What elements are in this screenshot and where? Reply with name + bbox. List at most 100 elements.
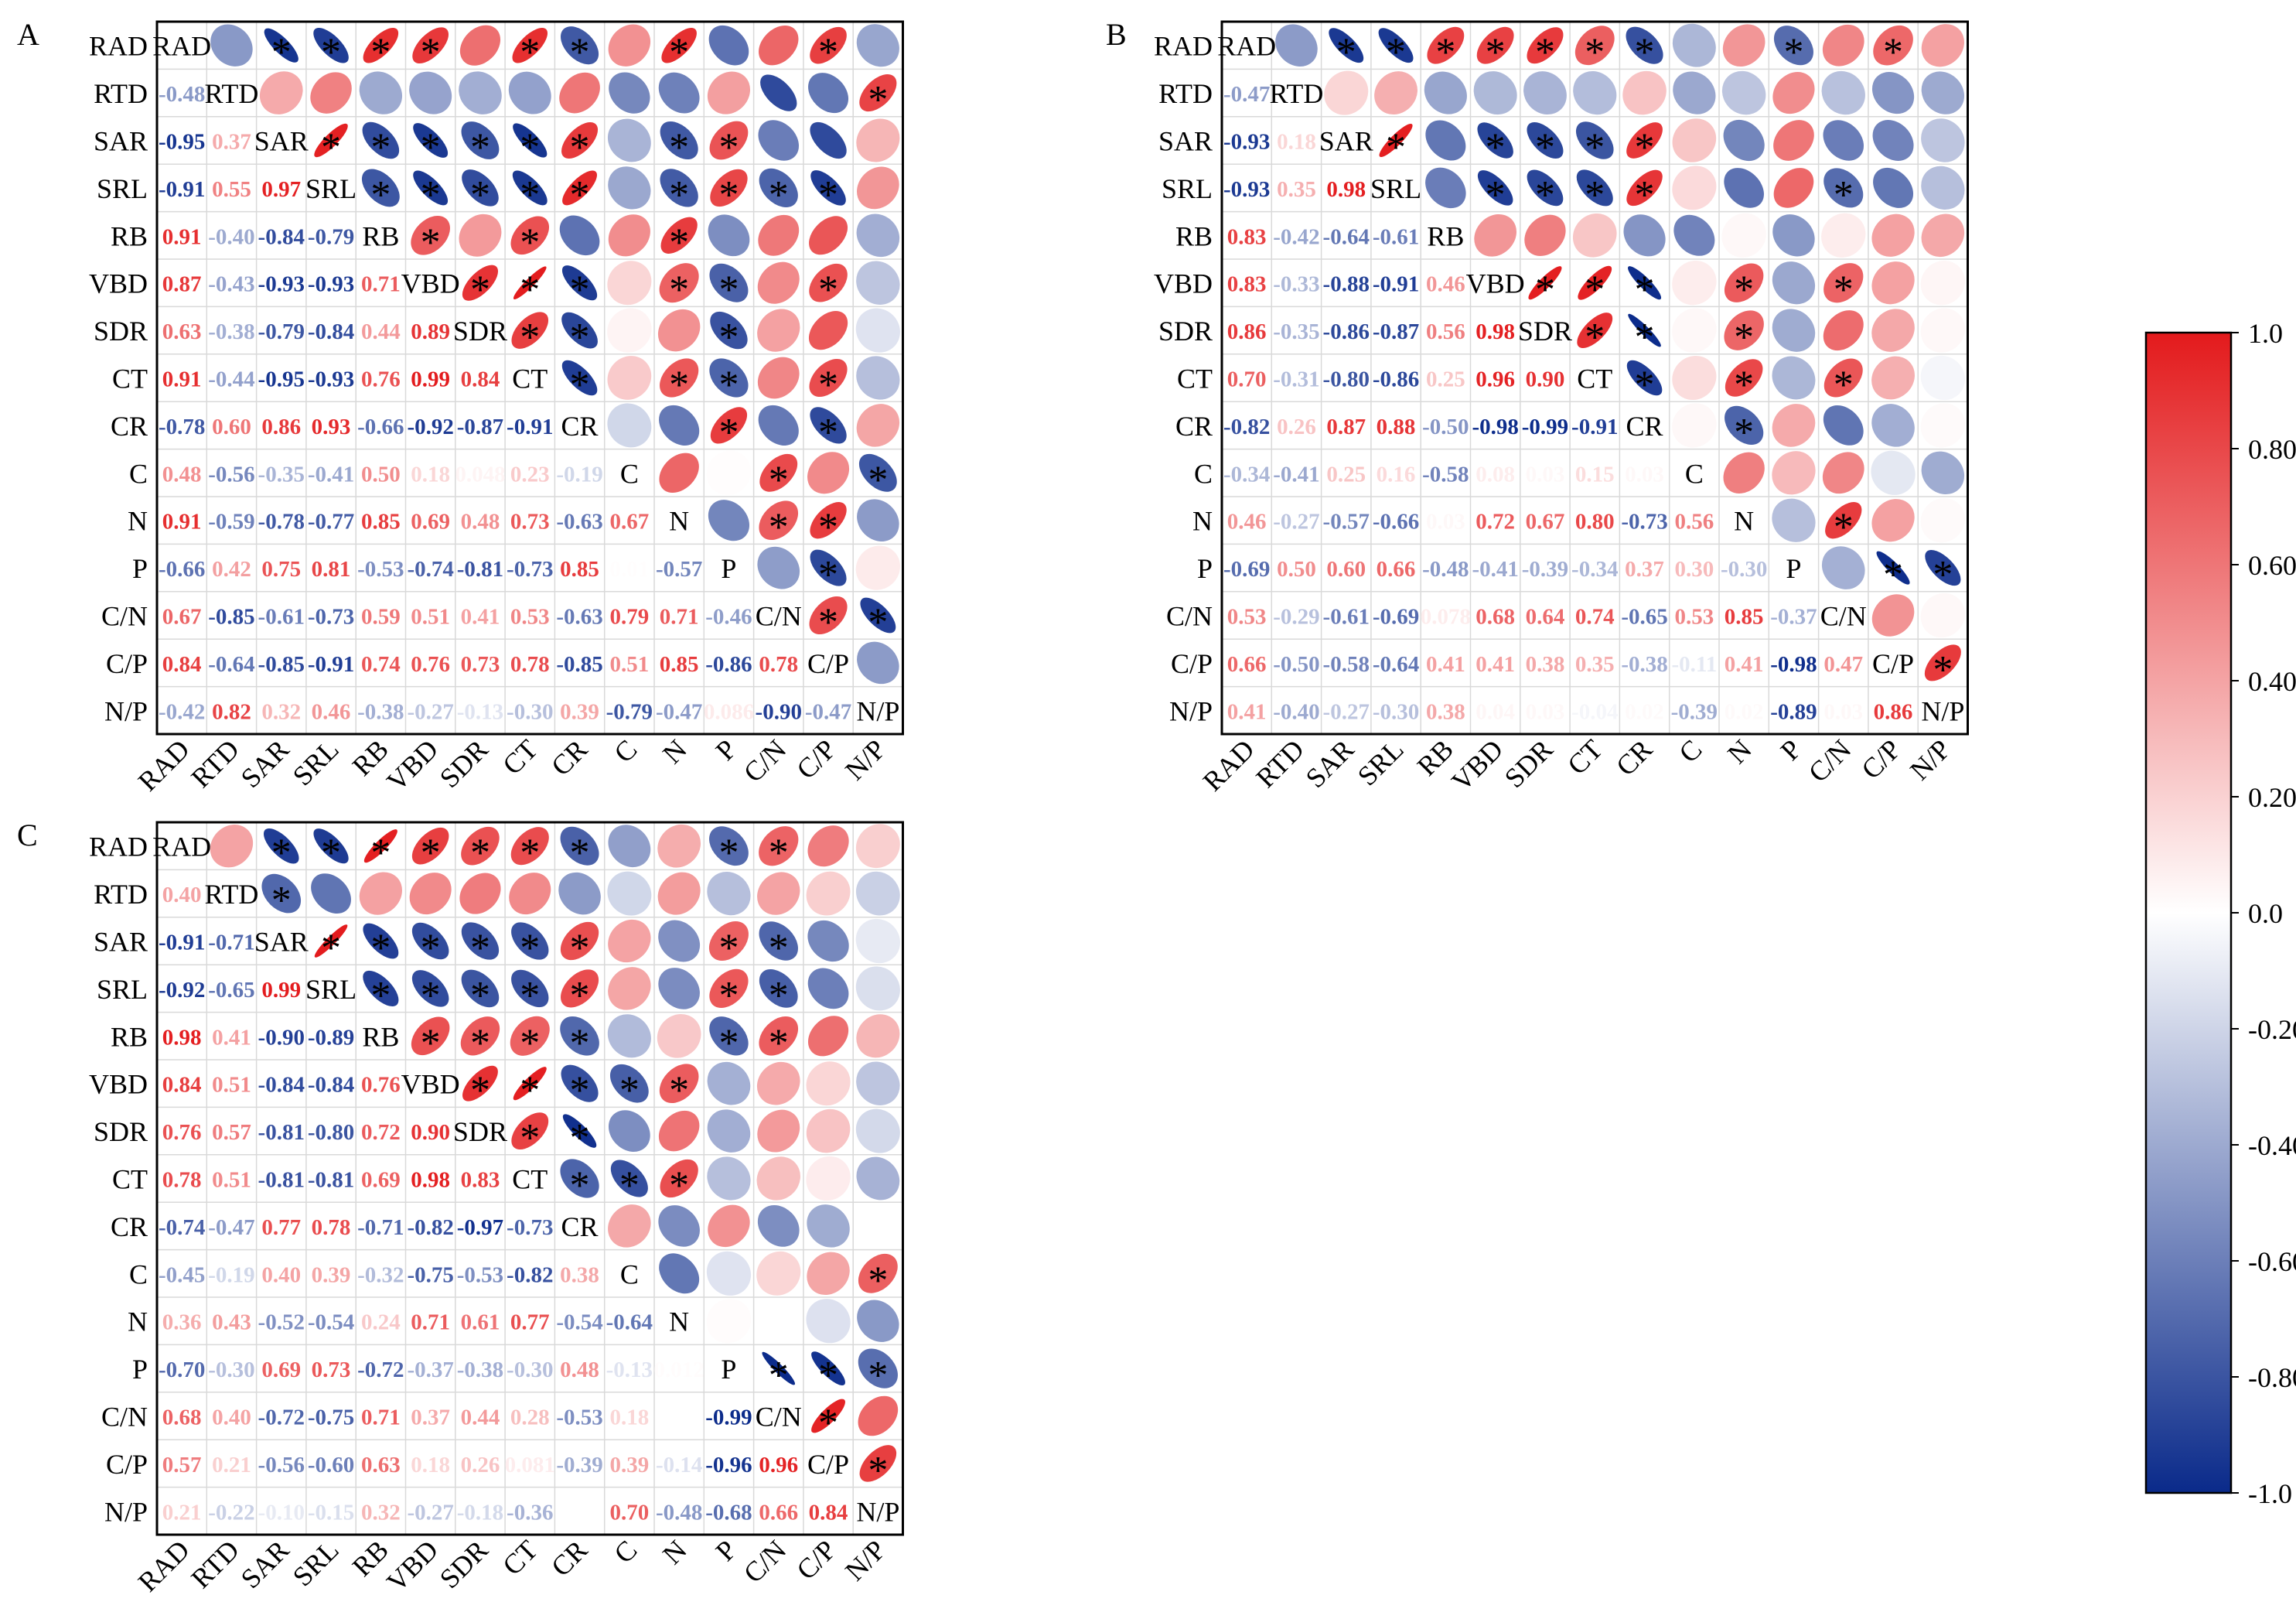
correlation-value: 0.32: [261, 699, 301, 724]
significance-marker: *: [421, 832, 441, 876]
correlation-value: -0.86: [1323, 319, 1370, 344]
row-label: SDR: [1158, 316, 1213, 347]
correlation-value: -0.81: [258, 1120, 305, 1145]
diagonal-label: C/N: [1820, 601, 1867, 632]
correlation-ellipse: [608, 166, 651, 210]
correlation-value: -0.27: [1273, 510, 1319, 535]
significance-marker: *: [520, 31, 540, 75]
correlation-value: -0.63: [556, 510, 602, 535]
diagonal-label: P: [721, 553, 736, 584]
correlation-value: -0.85: [208, 605, 254, 630]
panel-label: B: [1106, 17, 1127, 52]
correlation-value: 0.47: [1823, 652, 1863, 677]
correlation-value: -0.75: [308, 1406, 354, 1430]
correlation-value: 0.37: [411, 1406, 450, 1430]
correlation-ellipse: [459, 25, 501, 66]
correlation-ellipse: [659, 263, 699, 303]
correlation-ellipse: [413, 123, 449, 158]
column-label: RTD: [1250, 733, 1310, 794]
column-label: CR: [545, 733, 593, 781]
diagonal-label: SAR: [1319, 126, 1373, 157]
significance-marker: *: [718, 927, 739, 971]
correlation-value: 0.00: [560, 1500, 599, 1525]
correlation-value: 0.44: [361, 319, 401, 344]
correlation-ellipse: [512, 170, 548, 206]
colorbar-tick-label: -0.80: [2248, 1362, 2296, 1393]
correlation-value: -0.69: [1373, 605, 1419, 630]
correlation-ellipse: [1920, 498, 1966, 543]
correlation-value: 0.91: [162, 510, 202, 535]
correlation-ellipse: [1474, 213, 1516, 257]
correlation-ellipse: [657, 824, 701, 868]
correlation-value: -0.82: [407, 1215, 453, 1240]
correlation-ellipse: [856, 261, 900, 305]
significance-marker: *: [520, 927, 540, 971]
correlation-value: -0.75: [407, 1262, 453, 1287]
significance-marker: *: [370, 974, 391, 1018]
correlation-ellipse: [1823, 405, 1864, 446]
significance-marker: *: [718, 832, 739, 876]
correlation-ellipse: [1772, 309, 1816, 352]
correlation-value: 0.37: [212, 130, 251, 155]
correlation-value: -0.31: [1273, 367, 1319, 392]
column-label: C: [608, 733, 643, 768]
diagonal-label: VBD: [1466, 268, 1525, 299]
significance-marker: *: [769, 1354, 789, 1398]
diagonal-label: CR: [561, 411, 599, 442]
significance-marker: *: [570, 268, 590, 313]
correlation-value: 0.02: [1625, 699, 1664, 724]
correlation-ellipse: [561, 1064, 599, 1102]
correlation-value: -0.86: [1373, 367, 1419, 392]
row-label: RTD: [1158, 78, 1213, 109]
significance-marker: *: [570, 832, 590, 876]
correlation-value: -0.98: [1472, 415, 1518, 439]
colorbar-tick-label: 0.40: [2248, 666, 2296, 697]
correlation-value: -0.42: [159, 699, 205, 724]
correlation-value: -0.66: [357, 415, 404, 439]
colorbar-tick-label: -0.20: [2248, 1014, 2296, 1045]
correlation-ellipse: [264, 28, 299, 63]
correlation-value: 0.99: [411, 367, 450, 392]
colorbar-tick-label: 0.60: [2248, 550, 2296, 581]
correlation-value: 0.18: [411, 462, 450, 487]
correlation-ellipse: [1672, 403, 1717, 448]
correlation-value: 0.03: [1426, 510, 1465, 535]
row-label: N: [128, 1306, 148, 1337]
correlation-value: 0.26: [1277, 415, 1316, 439]
correlation-ellipse: [856, 213, 900, 258]
correlation-ellipse: [1772, 261, 1816, 305]
correlation-value: 0.83: [461, 1168, 500, 1193]
correlation-value: -0.93: [1223, 177, 1270, 202]
correlation-ellipse: [807, 1016, 849, 1057]
row-label: C/N: [1166, 601, 1213, 632]
significance-marker: *: [818, 411, 838, 455]
correlation-ellipse: [607, 403, 652, 448]
correlation-value: 0.76: [361, 1073, 401, 1098]
correlation-ellipse: [1822, 452, 1864, 494]
row-label: RB: [111, 220, 148, 251]
correlation-value: 0.53: [1674, 605, 1714, 630]
correlation-ellipse: [1527, 121, 1564, 159]
correlation-value: 0.84: [162, 652, 202, 677]
correlation-value: -0.79: [308, 224, 354, 249]
correlation-value: -0.48: [159, 82, 205, 107]
significance-marker: *: [570, 1116, 590, 1160]
correlation-value: 0.46: [312, 699, 351, 724]
correlation-ellipse: [1477, 122, 1513, 159]
correlation-value: 0.74: [361, 652, 401, 677]
correlation-ellipse: [759, 168, 798, 207]
correlation-value: -0.64: [606, 1310, 653, 1335]
significance-marker: *: [421, 927, 441, 971]
correlation-value: 0.85: [660, 652, 699, 677]
correlation-value: -0.91: [1571, 415, 1618, 439]
significance-marker: *: [370, 126, 391, 170]
correlation-value: 0.18: [411, 1453, 450, 1477]
correlation-ellipse: [756, 1299, 801, 1344]
correlation-ellipse: [709, 1016, 749, 1056]
correlation-ellipse: [461, 969, 500, 1008]
correlation-value: -0.87: [457, 415, 503, 439]
correlation-ellipse: [858, 453, 897, 492]
column-label: SRL: [1352, 733, 1410, 791]
correlation-ellipse: [859, 1445, 897, 1482]
correlation-value: -0.93: [1223, 130, 1270, 155]
